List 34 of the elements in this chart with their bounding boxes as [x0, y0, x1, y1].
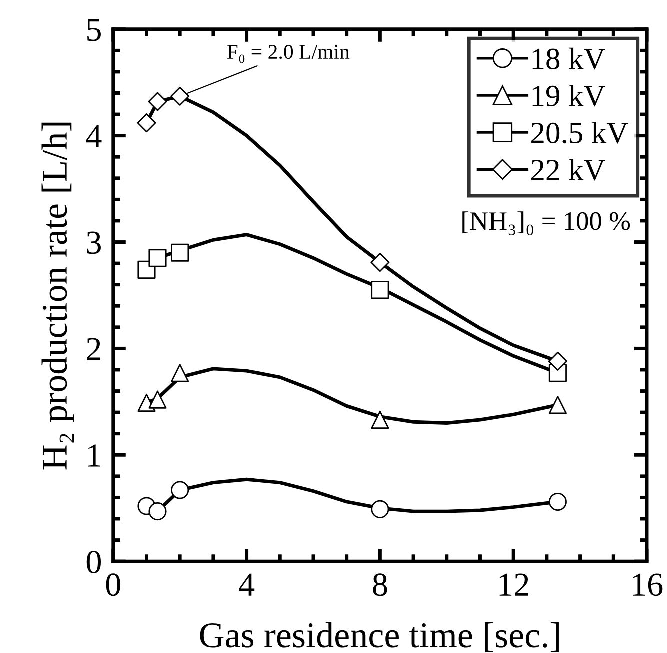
x-tick-label: 0 — [106, 574, 120, 596]
point — [148, 390, 167, 409]
annotation: F₀ = 2.0 L/min — [227, 45, 350, 64]
point — [148, 502, 167, 521]
point — [170, 86, 190, 106]
y-tick-label: 1 — [88, 444, 100, 467]
y-tick-label: 5 — [88, 19, 101, 42]
point — [171, 244, 190, 262]
point — [148, 92, 168, 112]
legend-label: 19 kV — [532, 84, 606, 107]
point — [171, 364, 190, 382]
point — [548, 352, 568, 372]
point — [371, 500, 390, 518]
x-tick-label: 16 — [633, 574, 663, 596]
x-tick-label: 8 — [373, 574, 388, 596]
x-tick-label: 12 — [500, 574, 528, 596]
point — [171, 481, 190, 500]
point — [548, 492, 567, 511]
y-tick-label: 0 — [86, 550, 102, 574]
y-tick-label: 4 — [86, 125, 102, 148]
x-axis-title: Gas residence time [sec.] — [200, 622, 559, 652]
legend-label: 20.5 kV — [532, 122, 628, 144]
y-tick-label: 2 — [87, 338, 100, 360]
legend-label: 22 kV — [532, 159, 606, 181]
point — [371, 281, 390, 300]
annotation: [NH₃]₀ = 100 % — [462, 212, 630, 236]
point — [148, 249, 167, 268]
y-tick-label: 3 — [87, 232, 101, 254]
point — [548, 396, 567, 414]
legend-label: 18 kV — [532, 48, 606, 70]
x-tick-label: 4 — [239, 574, 255, 596]
y-axis-title: H₂ production rate [L/h] — [42, 122, 74, 470]
point — [137, 114, 156, 133]
point — [370, 252, 390, 272]
